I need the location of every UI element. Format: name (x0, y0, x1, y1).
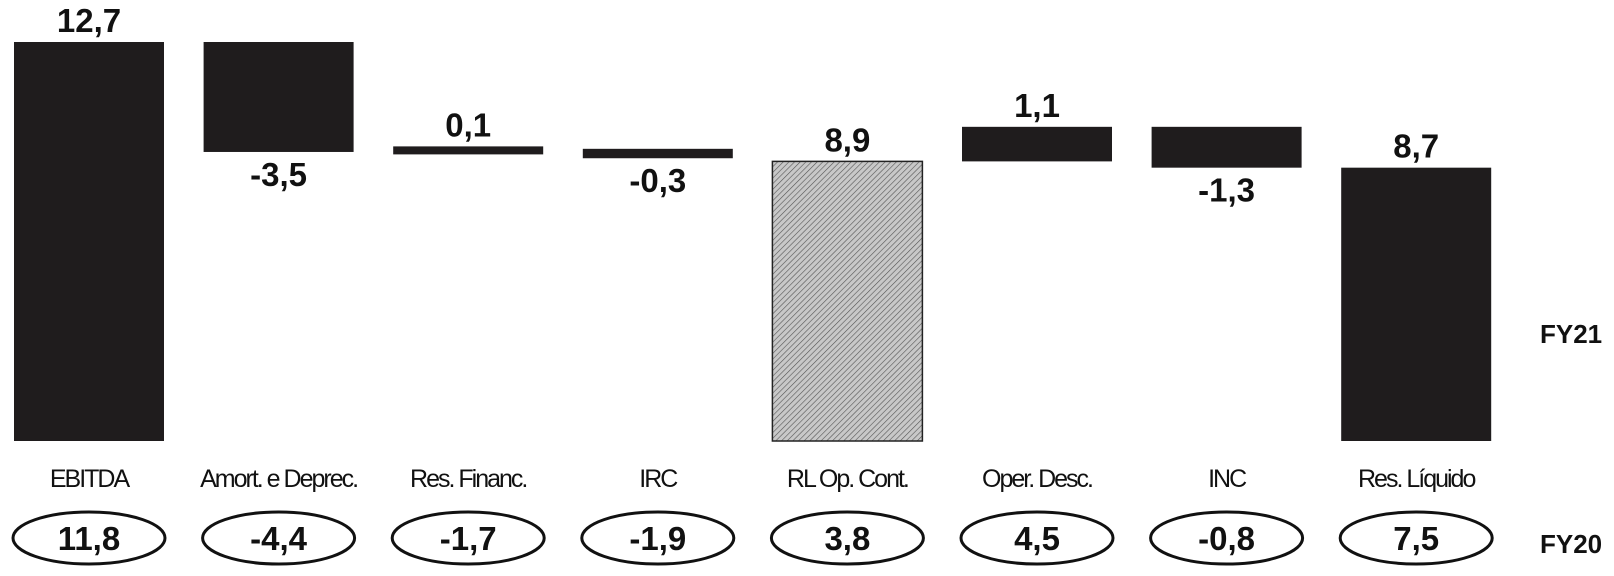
fy20-ellipse-res-liquido (1338, 510, 1494, 566)
fy20-ellipse-amort-e-deprec (201, 510, 357, 566)
category-label-oper-desc: Oper. Desc. (982, 465, 1092, 493)
value-labels-group: 12,7 -3,5 0,1 -0,3 8,9 1,1 -1,3 8,7 (57, 2, 1439, 209)
fy20-value-amort-e-deprec: -4,4 (250, 520, 308, 557)
fy20-value-res-liquido: 7,5 (1393, 520, 1439, 557)
category-label-amort-e-deprec: Amort. e Deprec. (200, 465, 357, 493)
fy20-value-inc: -0,8 (1198, 520, 1255, 557)
category-label-res-liquido: Res. Líquido (1358, 465, 1475, 493)
fy20-value-rl-op-cont: 3,8 (824, 520, 870, 557)
category-label-ebitda: EBITDA (50, 465, 131, 493)
bar-irc (582, 148, 733, 159)
fy20-ellipse-rl-op-cont (769, 510, 925, 566)
bar-res-liquido (1341, 167, 1492, 441)
value-label-oper-desc: 1,1 (1014, 87, 1060, 124)
bar-oper-desc (962, 126, 1112, 162)
category-labels-group: EBITDA Amort. e Deprec. Res. Financ. IRC RL … (50, 465, 1478, 493)
legend-fy20-label: FY20 (1540, 529, 1602, 559)
fy20-ellipse-inc (1149, 510, 1305, 566)
value-label-res-financ: 0,1 (445, 106, 491, 143)
bars-group (14, 42, 1492, 442)
fy20-ellipse-ebitda (11, 510, 167, 566)
category-label-irc: IRC (639, 465, 678, 493)
value-label-inc: -1,3 (1198, 172, 1255, 209)
fy20-ellipse-res-financ (390, 510, 546, 566)
value-label-res-liquido: 8,7 (1393, 128, 1439, 165)
category-label-res-financ: Res. Financ. (410, 465, 526, 493)
bar-ebitda (14, 42, 164, 441)
value-label-irc: -0,3 (629, 162, 686, 199)
bar-inc (1151, 126, 1302, 168)
value-label-rl-op-cont: 8,9 (824, 121, 870, 158)
fy20-value-res-financ: -1,7 (440, 520, 497, 557)
bar-res-financ (393, 146, 544, 155)
legend-fy21-label: FY21 (1540, 319, 1602, 349)
bar-rl-op-cont (771, 160, 924, 442)
fy20-ellipse-oper-desc (959, 510, 1115, 566)
fy20-row-group: 11,8 -4,4 -1,7 -1,9 3,8 4,5 -0,8 7,5 (11, 510, 1494, 566)
bar-amort-e-deprec (203, 42, 354, 152)
fy20-value-ebitda: 11,8 (58, 520, 120, 557)
fy20-ellipse-irc (580, 510, 736, 566)
value-label-amort-e-deprec: -3,5 (250, 156, 307, 193)
category-label-inc: INC (1208, 465, 1247, 493)
fy20-value-oper-desc: 4,5 (1014, 520, 1060, 557)
value-label-ebitda: 12,7 (57, 2, 121, 39)
fy20-value-irc: -1,9 (629, 520, 686, 557)
category-label-rl-op-cont: RL Op. Cont. (787, 465, 908, 493)
